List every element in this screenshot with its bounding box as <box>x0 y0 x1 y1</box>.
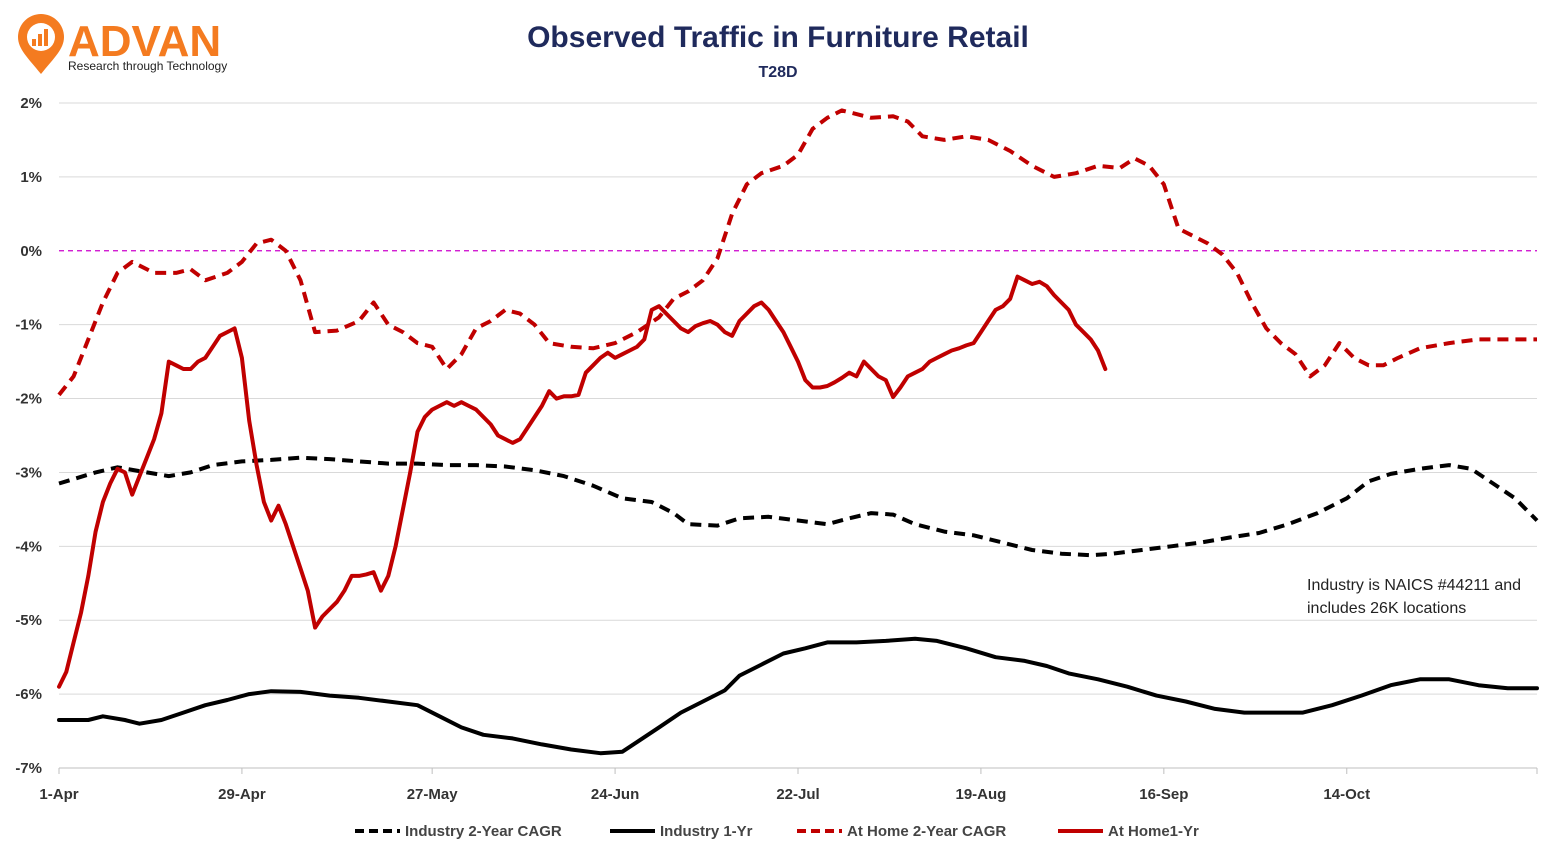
y-tick-label: -6% <box>15 686 42 703</box>
x-tick-label: 16-Sep <box>1139 786 1188 803</box>
advan-logo: ADVAN Research through Technology <box>18 14 227 74</box>
y-tick-label: -3% <box>15 464 42 481</box>
legend-label: Industry 1-Yr <box>660 823 753 840</box>
y-tick-label: -4% <box>15 538 42 555</box>
series-line-industry-2-year-cagr <box>58 455 1539 558</box>
x-tick-label: 14-Oct <box>1323 786 1370 803</box>
x-tick-label: 1-Apr <box>39 786 78 803</box>
legend-label: Industry 2-Year CAGR <box>405 823 562 840</box>
legend-label: At Home 2-Year CAGR <box>847 823 1006 840</box>
series-line-at-home-2-year-cagr <box>57 108 1537 397</box>
x-tick-label: 22-Jul <box>776 786 819 803</box>
y-tick-label: -2% <box>15 391 42 408</box>
y-tick-label: -1% <box>15 317 42 334</box>
y-tick-label: -7% <box>15 760 42 777</box>
gridlines <box>59 102 1537 769</box>
x-tick-label: 19-Aug <box>955 786 1006 803</box>
bar-icon-2 <box>38 34 42 46</box>
y-tick-label: 1% <box>20 169 42 186</box>
chart-subtitle: T28D <box>758 64 797 81</box>
y-tick-label: 0% <box>20 243 42 260</box>
y-tick-label: 2% <box>20 95 42 112</box>
bar-icon-3 <box>44 29 48 46</box>
chart-title: Observed Traffic in Furniture Retail <box>527 21 1029 54</box>
y-tick-label: -5% <box>15 612 42 629</box>
x-axis: 1-Apr 29-Apr 27-May 24-Jun 22-Jul 19-Aug 16-Se… <box>39 767 1538 803</box>
logo-tagline: Research through Technology <box>68 59 227 73</box>
annotation-line-1: Industry is NAICS #44211 and <box>1307 577 1521 594</box>
y-axis: 2% 1% 0% -1% -2% -3% -4% -5% -6% -7% <box>15 95 42 777</box>
bar-icon-1 <box>32 39 36 46</box>
x-tick-label: 29-Apr <box>218 786 266 803</box>
legend: Industry 2-Year CAGR Industry 1-Yr At Home… <box>355 823 1199 840</box>
series-line-industry-1-yr <box>57 636 1539 756</box>
series-line-at-home1-yr <box>57 274 1108 689</box>
x-tick-label: 27-May <box>407 786 459 803</box>
logo-wordmark: ADVAN <box>68 17 221 66</box>
series-lines <box>57 108 1539 756</box>
x-tick-label: 24-Jun <box>591 786 639 803</box>
legend-label: At Home1-Yr <box>1108 823 1199 840</box>
annotation-line-2: includes 26K locations <box>1307 600 1466 617</box>
